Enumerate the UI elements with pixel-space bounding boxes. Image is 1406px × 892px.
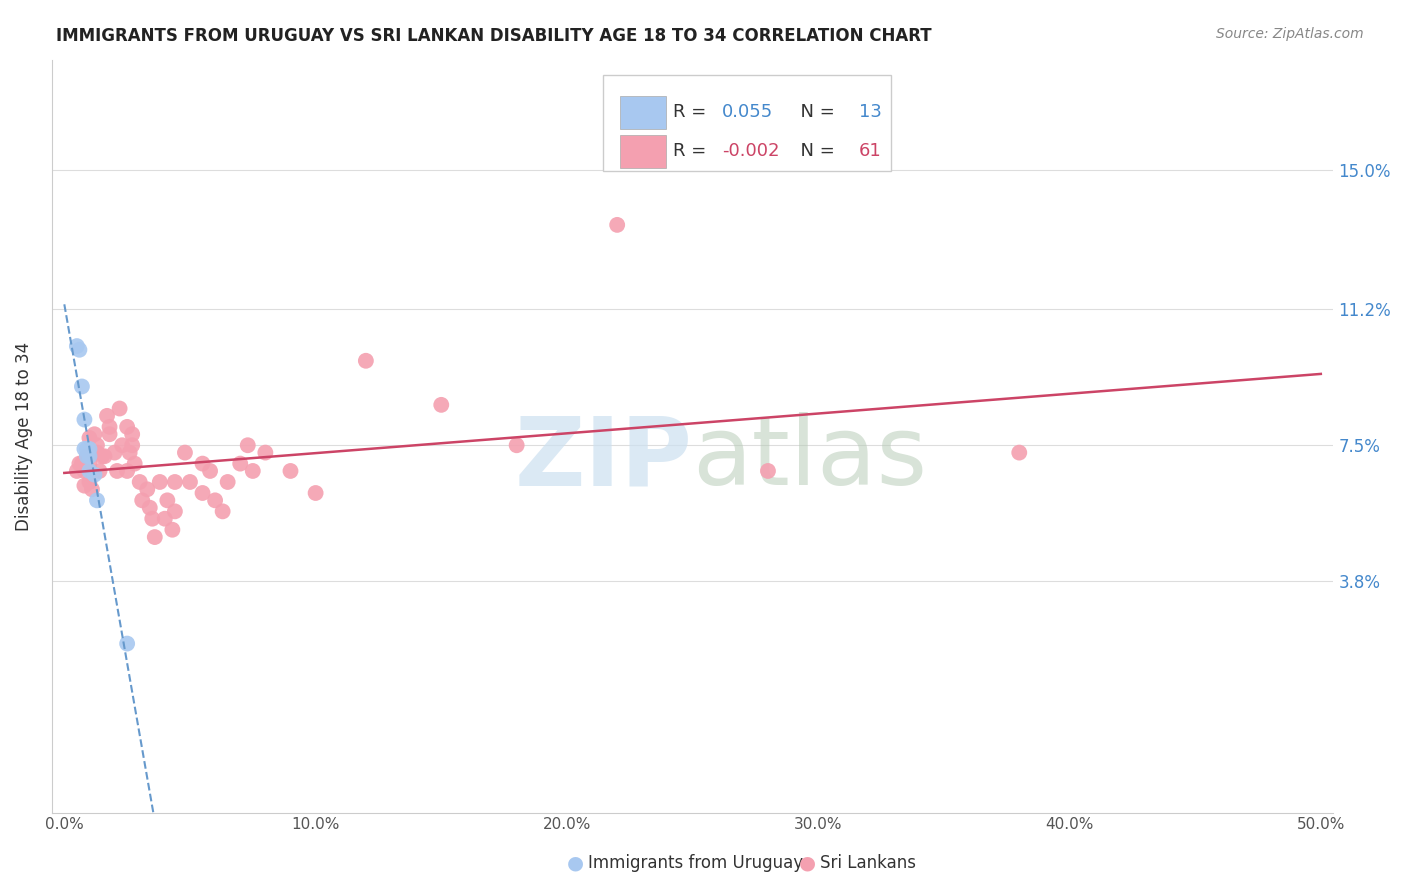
Text: Source: ZipAtlas.com: Source: ZipAtlas.com bbox=[1216, 27, 1364, 41]
Point bbox=[211, 504, 233, 518]
Point bbox=[204, 493, 226, 508]
Text: N =: N = bbox=[789, 143, 841, 161]
Point bbox=[121, 427, 143, 442]
Point bbox=[162, 523, 184, 537]
Point bbox=[70, 457, 93, 471]
Point bbox=[115, 464, 138, 478]
Point bbox=[76, 442, 98, 456]
Point bbox=[79, 431, 101, 445]
Point bbox=[73, 464, 96, 478]
Point bbox=[108, 401, 131, 416]
Point bbox=[505, 438, 527, 452]
Point bbox=[174, 445, 197, 459]
Text: ZIP: ZIP bbox=[515, 412, 693, 505]
Point bbox=[66, 464, 89, 478]
Point bbox=[86, 445, 108, 459]
Point bbox=[236, 438, 259, 452]
Text: N =: N = bbox=[789, 103, 841, 121]
Point bbox=[91, 450, 114, 464]
Point bbox=[191, 486, 214, 500]
Point bbox=[124, 457, 146, 471]
Text: IMMIGRANTS FROM URUGUAY VS SRI LANKAN DISABILITY AGE 18 TO 34 CORRELATION CHART: IMMIGRANTS FROM URUGUAY VS SRI LANKAN DI… bbox=[56, 27, 932, 45]
FancyBboxPatch shape bbox=[603, 75, 891, 171]
Point bbox=[73, 442, 96, 456]
Point bbox=[115, 420, 138, 434]
Text: 61: 61 bbox=[859, 143, 882, 161]
Point bbox=[118, 445, 141, 459]
Point bbox=[756, 464, 779, 478]
Point bbox=[115, 637, 138, 651]
Point bbox=[242, 464, 264, 478]
Point bbox=[80, 483, 103, 497]
Point bbox=[153, 512, 176, 526]
Text: ●: ● bbox=[799, 854, 815, 872]
Point bbox=[111, 438, 134, 452]
Point bbox=[66, 339, 89, 353]
Point bbox=[121, 438, 143, 452]
Text: -0.002: -0.002 bbox=[723, 143, 779, 161]
Point bbox=[131, 493, 153, 508]
Point bbox=[103, 445, 125, 459]
Text: ●: ● bbox=[567, 854, 583, 872]
Text: Sri Lankans: Sri Lankans bbox=[820, 855, 915, 872]
Point bbox=[156, 493, 179, 508]
Point bbox=[430, 398, 453, 412]
Point bbox=[98, 420, 121, 434]
FancyBboxPatch shape bbox=[620, 135, 665, 168]
Point bbox=[254, 445, 277, 459]
Point bbox=[280, 464, 302, 478]
Point bbox=[79, 457, 101, 471]
Text: Immigrants from Uruguay: Immigrants from Uruguay bbox=[588, 855, 803, 872]
Point bbox=[128, 475, 150, 489]
Point bbox=[149, 475, 172, 489]
FancyBboxPatch shape bbox=[620, 95, 665, 128]
Point bbox=[143, 530, 166, 544]
Point bbox=[606, 218, 628, 232]
Point bbox=[73, 412, 96, 426]
Point bbox=[1008, 445, 1031, 459]
Point bbox=[76, 450, 98, 464]
Point bbox=[67, 343, 90, 357]
Y-axis label: Disability Age 18 to 34: Disability Age 18 to 34 bbox=[15, 342, 32, 531]
Point bbox=[136, 483, 159, 497]
Point bbox=[83, 467, 105, 482]
Point bbox=[304, 486, 326, 500]
Point bbox=[76, 450, 98, 464]
Point bbox=[96, 409, 118, 423]
Point bbox=[139, 500, 162, 515]
Point bbox=[89, 464, 111, 478]
Point bbox=[163, 504, 186, 518]
Point bbox=[191, 457, 214, 471]
Text: R =: R = bbox=[673, 103, 713, 121]
Point bbox=[93, 450, 115, 464]
Point bbox=[354, 353, 377, 368]
Text: R =: R = bbox=[673, 143, 713, 161]
Point bbox=[98, 427, 121, 442]
Point bbox=[79, 475, 101, 489]
Point bbox=[229, 457, 252, 471]
Point bbox=[79, 464, 101, 478]
Point bbox=[163, 475, 186, 489]
Text: 13: 13 bbox=[859, 103, 882, 121]
Point bbox=[79, 442, 101, 456]
Text: 0.055: 0.055 bbox=[723, 103, 773, 121]
Point bbox=[83, 427, 105, 442]
Point bbox=[70, 379, 93, 393]
Point bbox=[73, 478, 96, 492]
Point bbox=[105, 464, 128, 478]
Point bbox=[79, 450, 101, 464]
Point bbox=[67, 457, 90, 471]
Point bbox=[141, 512, 163, 526]
Point bbox=[86, 438, 108, 452]
Text: atlas: atlas bbox=[693, 412, 928, 505]
Point bbox=[179, 475, 201, 489]
Point bbox=[217, 475, 239, 489]
Point bbox=[86, 493, 108, 508]
Point bbox=[198, 464, 221, 478]
